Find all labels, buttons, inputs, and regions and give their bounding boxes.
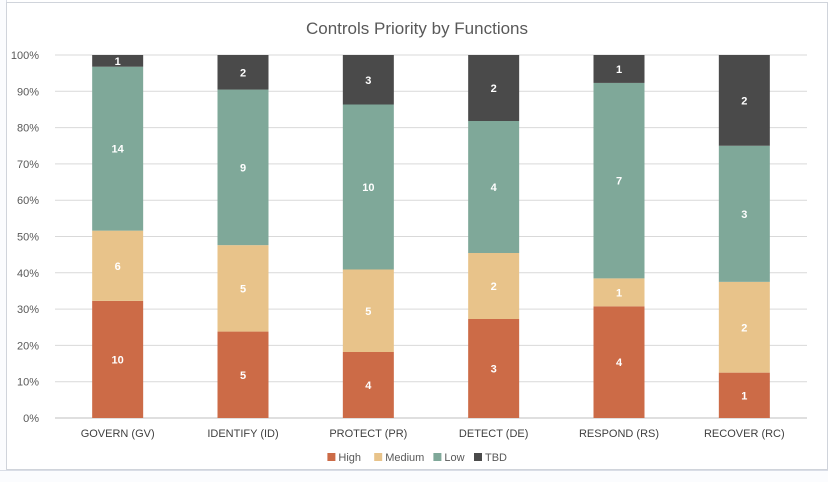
bar-segment-high [468, 319, 520, 418]
data-label: 10 [112, 354, 124, 366]
bar-segment-medium [342, 269, 394, 352]
bar-segment-low [718, 145, 770, 282]
bar-segment-high [217, 331, 269, 418]
legend-swatch [327, 453, 336, 461]
data-label: 14 [112, 144, 125, 156]
x-category-label: RECOVER (RC) [704, 428, 785, 440]
sheet-grid-bottom [0, 470, 828, 482]
legend-swatch [374, 453, 383, 461]
legend: High Medium Low TBD [327, 452, 507, 464]
bar-segment-medium [217, 245, 269, 332]
data-label: 7 [616, 176, 622, 188]
bar-segment-high [718, 372, 770, 418]
data-label: 2 [491, 281, 497, 293]
bar-segment-high [342, 352, 394, 418]
data-label: 4 [491, 182, 498, 194]
y-tick-label: 30% [17, 304, 39, 316]
data-label: 4 [365, 380, 372, 392]
x-category-label: RESPOND (RS) [579, 428, 659, 440]
data-label: 6 [115, 261, 121, 273]
chart-title: Controls Priority by Functions [306, 19, 528, 38]
bar-segment-medium [92, 230, 144, 301]
bar-segment-tbd [718, 55, 770, 146]
legend-swatch [474, 453, 482, 461]
y-tick-label: 90% [17, 86, 39, 98]
data-label: 2 [741, 95, 747, 107]
y-tick-label: 100% [11, 50, 39, 62]
data-label: 3 [741, 209, 747, 221]
gridlines [55, 54, 807, 419]
bar-segment-low [593, 82, 645, 279]
chart-area[interactable]: Controls Priority by Functions 0% 10% 20% 3… [6, 2, 828, 470]
x-category-label: IDENTIFY (ID) [207, 428, 278, 440]
y-tick-label: 0% [23, 413, 39, 425]
legend-label: Medium [385, 452, 424, 464]
bar-segment-medium [593, 278, 645, 307]
data-label: 3 [491, 364, 497, 376]
data-label: 5 [240, 283, 246, 295]
legend-swatch [433, 453, 442, 461]
data-label: 5 [240, 370, 246, 382]
y-tick-label: 70% [17, 159, 39, 171]
bar-segment-low [217, 89, 269, 246]
data-label: 1 [741, 390, 747, 402]
data-label: 2 [741, 322, 747, 334]
x-category-label: DETECT (DE) [459, 428, 528, 440]
data-label: 4 [616, 357, 623, 369]
y-tick-label: 60% [17, 195, 39, 207]
legend-label: High [338, 452, 361, 464]
bar-segment-low [468, 121, 520, 253]
data-label: 1 [616, 64, 622, 76]
data-label: 1 [115, 56, 121, 68]
bar-segment-low [342, 104, 394, 270]
bar-segment-tbd [92, 55, 144, 67]
data-label: 9 [240, 162, 246, 174]
bar-segment-high [92, 300, 144, 418]
data-label: 5 [365, 306, 371, 318]
data-label: 2 [240, 67, 246, 79]
legend-label: TBD [485, 452, 507, 464]
data-label: 3 [365, 75, 371, 87]
bar-segment-tbd [217, 55, 269, 90]
bar-segment-tbd [342, 55, 394, 105]
y-tick-label: 20% [17, 340, 39, 352]
y-tick-label: 80% [17, 123, 39, 135]
data-label: 1 [616, 287, 622, 299]
bar-segment-medium [718, 281, 770, 373]
data-label: 10 [362, 182, 374, 194]
bar-segment-medium [468, 253, 520, 319]
y-axis-ticks: 0% 10% 20% 30% 40% 50% 60% 70% 80% 90% 100% [11, 50, 39, 425]
bar-segment-low [92, 66, 144, 231]
x-axis-categories: GOVERN (GV) IDENTIFY (ID) PROTECT (PR) DETE… [81, 428, 785, 440]
bar-segment-high [593, 306, 645, 418]
y-tick-label: 50% [17, 232, 39, 244]
bar-series: 10 6 14 1 5 5 9 2 4 5 10 3 3 2 4 2 4 1 7 1 1 2 3 2 [92, 55, 770, 418]
y-tick-label: 40% [17, 268, 39, 280]
stacked-bar-chart: Controls Priority by Functions 0% 10% 20% 3… [11, 19, 807, 464]
bar-segment-tbd [593, 55, 645, 83]
bar-segment-tbd [468, 55, 520, 121]
x-category-label: PROTECT (PR) [329, 428, 407, 440]
legend-label: Low [444, 452, 464, 464]
data-label: 2 [491, 83, 497, 95]
y-tick-label: 10% [17, 377, 39, 389]
x-category-label: GOVERN (GV) [81, 428, 155, 440]
